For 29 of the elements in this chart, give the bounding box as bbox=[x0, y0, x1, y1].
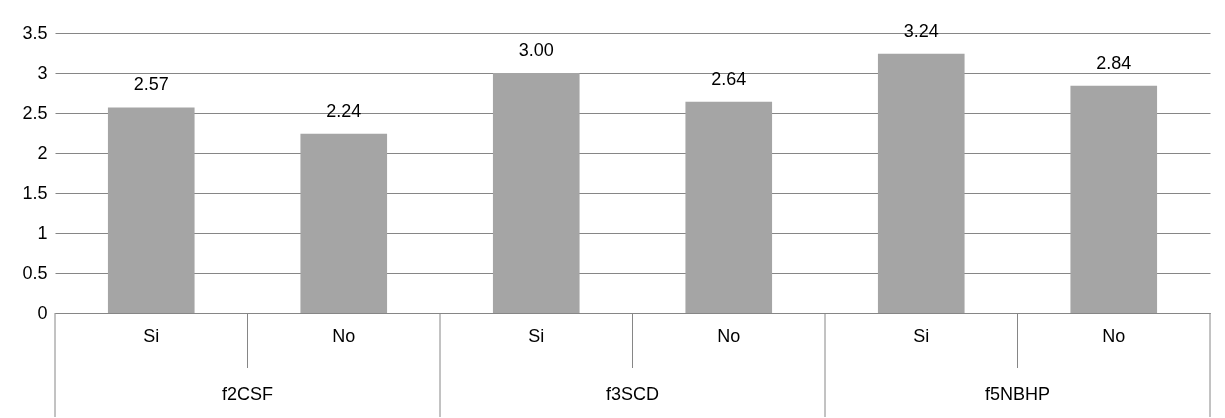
bar bbox=[107, 107, 195, 313]
x-tick-label: No bbox=[332, 325, 356, 346]
y-tick-label: 0.5 bbox=[22, 262, 48, 283]
y-tick-label: 3 bbox=[37, 62, 48, 83]
text: f3SCD bbox=[605, 384, 660, 404]
text: f5NBHP bbox=[984, 384, 1051, 404]
bar bbox=[300, 133, 388, 313]
x-tick-label: Si bbox=[528, 325, 545, 346]
data-label: 2.84 bbox=[1096, 52, 1132, 73]
y-tick-label: 0 bbox=[37, 302, 48, 323]
data-label: 3.00 bbox=[518, 40, 554, 60]
data-label: 3.24 bbox=[903, 20, 939, 41]
bar bbox=[877, 53, 965, 313]
data-label: 2.24 bbox=[326, 100, 362, 121]
data-label: 2.57 bbox=[133, 74, 169, 95]
text: f2CSF bbox=[221, 384, 274, 404]
y-tick-label: 1 bbox=[37, 222, 48, 243]
bar bbox=[492, 73, 580, 313]
bar bbox=[685, 101, 773, 313]
x-tick-label: No bbox=[1102, 325, 1126, 346]
y-tick-label: 3.5 bbox=[22, 22, 48, 43]
y-tick-label: 1.5 bbox=[22, 182, 48, 203]
x-tick-label: Si bbox=[143, 325, 160, 346]
data-label: 2.64 bbox=[711, 68, 747, 89]
y-tick-label: 2 bbox=[37, 142, 48, 163]
x-tick-label: Si bbox=[913, 325, 930, 346]
bar bbox=[1070, 85, 1158, 313]
y-tick-label: 2.5 bbox=[22, 102, 48, 123]
x-tick-label: No bbox=[717, 325, 741, 346]
